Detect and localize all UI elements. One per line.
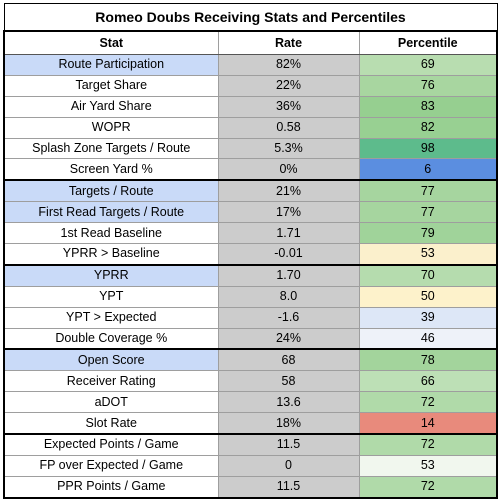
table-row: aDOT 13.6 72 (3, 391, 499, 414)
stat-cell: Expected Points / Game (3, 433, 219, 456)
rate-cell: 58 (217, 370, 360, 393)
stat-cell: FP over Expected / Game (3, 454, 219, 477)
header-percentile: Percentile (358, 30, 499, 55)
stat-cell: 1st Read Baseline (3, 222, 219, 245)
percentile-cell: 83 (358, 95, 499, 118)
table-row: Slot Rate 18% 14 (3, 412, 499, 435)
rate-cell: 0 (217, 454, 360, 477)
title-row: Romeo Doubs Receiving Stats and Percenti… (3, 3, 498, 32)
table-title: Romeo Doubs Receiving Stats and Percenti… (3, 3, 498, 32)
table-row: Double Coverage % 24% 46 (3, 327, 499, 350)
stat-cell: Double Coverage % (3, 327, 219, 350)
stat-cell: Receiver Rating (3, 370, 219, 393)
stat-cell: Route Participation (3, 54, 219, 76)
rate-cell: -0.01 (217, 243, 360, 266)
header-rate: Rate (217, 30, 360, 55)
rate-cell: 1.71 (217, 222, 360, 245)
header-row: Stat Rate Percentile (3, 30, 499, 55)
percentile-cell: 72 (358, 391, 499, 414)
percentile-cell: 77 (358, 201, 499, 224)
stat-cell: aDOT (3, 391, 219, 414)
rate-cell: 17% (217, 201, 360, 224)
percentile-cell: 78 (358, 348, 499, 372)
table-row: 1st Read Baseline 1.71 79 (3, 222, 499, 245)
stat-cell: First Read Targets / Route (3, 201, 219, 224)
rate-cell: 68 (217, 348, 360, 372)
percentile-cell: 6 (358, 158, 499, 181)
rate-cell: 1.70 (217, 263, 360, 287)
stat-cell: PPR Points / Game (3, 475, 219, 499)
table-row: Route Participation 82% 69 (3, 54, 499, 76)
table-row: Targets / Route 21% 77 (3, 179, 499, 203)
rate-cell: 22% (217, 74, 360, 97)
percentile-cell: 69 (358, 54, 499, 76)
percentile-cell: 53 (358, 454, 499, 477)
table-row: YPRR > Baseline -0.01 53 (3, 243, 499, 266)
stat-cell: Targets / Route (3, 179, 219, 203)
percentile-cell: 98 (358, 137, 499, 160)
stat-cell: YPRR > Baseline (3, 243, 219, 266)
stat-cell: YPT > Expected (3, 306, 219, 329)
rate-cell: 5.3% (217, 137, 360, 160)
percentile-cell: 39 (358, 306, 499, 329)
table-row: Expected Points / Game 11.5 72 (3, 433, 499, 456)
stat-cell: Air Yard Share (3, 95, 219, 118)
stat-cell: YPT (3, 285, 219, 308)
table-row: WOPR 0.58 82 (3, 116, 499, 139)
table-row: PPR Points / Game 11.5 72 (3, 475, 499, 499)
stats-table: Romeo Doubs Receiving Stats and Percenti… (3, 3, 499, 499)
rate-cell: 18% (217, 412, 360, 435)
percentile-cell: 14 (358, 412, 499, 435)
header-stat: Stat (3, 30, 219, 55)
table-row: Open Score 68 78 (3, 348, 499, 372)
table-row: Splash Zone Targets / Route 5.3% 98 (3, 137, 499, 160)
table-row: YPT > Expected -1.6 39 (3, 306, 499, 329)
rate-cell: 13.6 (217, 391, 360, 414)
percentile-cell: 50 (358, 285, 499, 308)
percentile-cell: 66 (358, 370, 499, 393)
table-row: Target Share 22% 76 (3, 74, 499, 97)
stat-cell: Target Share (3, 74, 219, 97)
rate-cell: 8.0 (217, 285, 360, 308)
percentile-cell: 70 (358, 263, 499, 287)
rate-cell: 11.5 (217, 433, 360, 456)
rate-cell: -1.6 (217, 306, 360, 329)
stat-cell: Screen Yard % (3, 158, 219, 181)
percentile-cell: 46 (358, 327, 499, 350)
percentile-cell: 72 (358, 433, 499, 456)
table-row: YPT 8.0 50 (3, 285, 499, 308)
rate-cell: 36% (217, 95, 360, 118)
percentile-cell: 72 (358, 475, 499, 499)
stat-cell: Open Score (3, 348, 219, 372)
table-row: YPRR 1.70 70 (3, 263, 499, 287)
rate-cell: 24% (217, 327, 360, 350)
percentile-cell: 53 (358, 243, 499, 266)
percentile-cell: 76 (358, 74, 499, 97)
stat-cell: WOPR (3, 116, 219, 139)
rate-cell: 82% (217, 54, 360, 76)
rate-cell: 0.58 (217, 116, 360, 139)
table-row: Receiver Rating 58 66 (3, 370, 499, 393)
percentile-cell: 82 (358, 116, 499, 139)
table-row: FP over Expected / Game 0 53 (3, 454, 499, 477)
table-row: Air Yard Share 36% 83 (3, 95, 499, 118)
table-row: Screen Yard % 0% 6 (3, 158, 499, 181)
percentile-cell: 79 (358, 222, 499, 245)
rate-cell: 11.5 (217, 475, 360, 499)
rate-cell: 21% (217, 179, 360, 203)
rate-cell: 0% (217, 158, 360, 181)
table-body: Route Participation 82% 69 Target Share 22% 7… (3, 54, 499, 499)
percentile-cell: 77 (358, 179, 499, 203)
stat-cell: Splash Zone Targets / Route (3, 137, 219, 160)
table-row: First Read Targets / Route 17% 77 (3, 201, 499, 224)
stat-cell: YPRR (3, 263, 219, 287)
stat-cell: Slot Rate (3, 412, 219, 435)
